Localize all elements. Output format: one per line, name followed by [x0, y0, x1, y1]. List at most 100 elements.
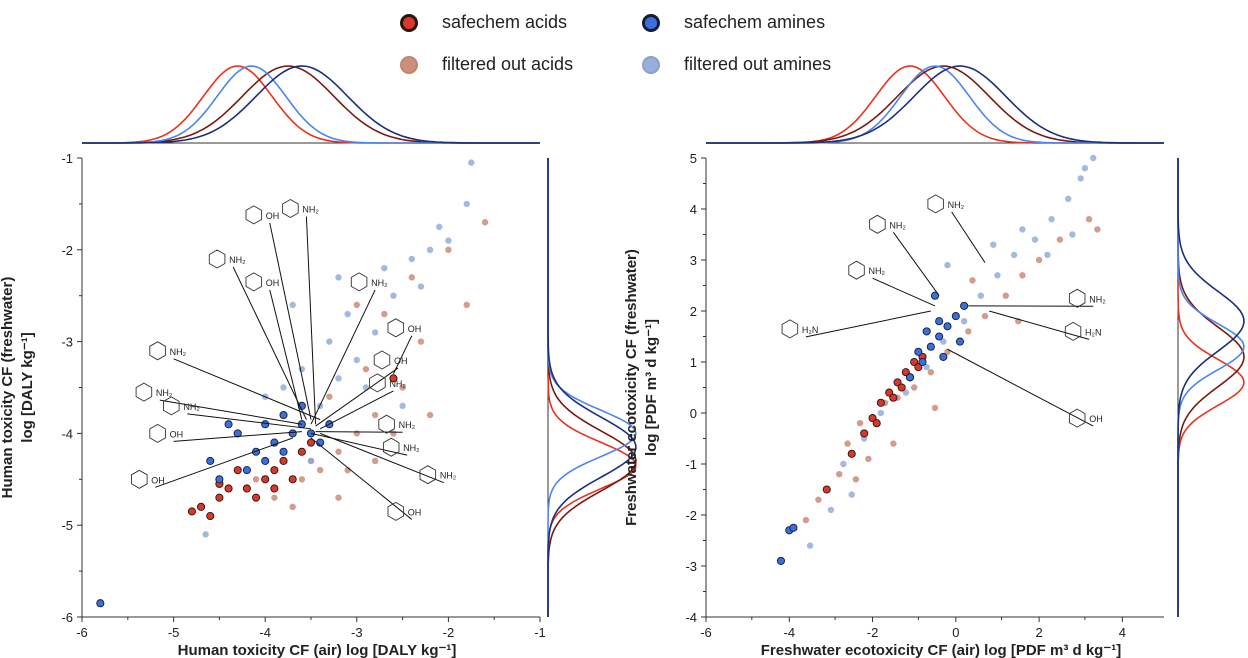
data-point-filtered-out-amines — [353, 356, 360, 364]
data-point-filtered-out-acids — [969, 277, 976, 284]
data-point-safechem-acids — [897, 383, 906, 392]
structure-ring — [208, 249, 226, 269]
legend-label: safechem acids — [442, 12, 568, 32]
structure-label: OH — [266, 211, 280, 221]
data-point-filtered-out-acids — [481, 219, 489, 226]
data-point-safechem-acids — [242, 484, 251, 493]
right-density-curve — [1177, 158, 1245, 617]
data-point-filtered-out-amines — [280, 384, 287, 391]
data-point-filtered-out-acids — [931, 404, 939, 412]
y-axis-label-line1: Human toxicity CF (freshwater) — [0, 277, 16, 499]
top-density-curve — [706, 65, 1164, 144]
data-point-safechem-amines — [288, 429, 297, 438]
data-point-filtered-out-acids — [463, 301, 470, 309]
structure-label: OH — [1089, 414, 1103, 424]
data-point-filtered-out-amines — [902, 389, 910, 396]
data-point-safechem-amines — [918, 357, 927, 367]
data-point-filtered-out-acids — [890, 440, 897, 447]
x-tick-label: -2 — [443, 625, 455, 640]
legend-marker — [400, 56, 418, 74]
data-point-safechem-acids — [847, 449, 856, 458]
structure-ring — [245, 272, 263, 292]
data-point-filtered-out-acids — [1035, 256, 1043, 264]
data-point-filtered-out-amines — [806, 542, 814, 549]
structure-ring — [149, 423, 166, 443]
data-point-safechem-amines — [215, 475, 224, 484]
data-point-safechem-amines — [951, 312, 960, 321]
y-tick-label: -2 — [61, 243, 73, 258]
structure-label: OH — [266, 278, 280, 288]
data-point-safechem-amines — [943, 322, 952, 331]
structure-label: NH₂ — [229, 255, 246, 265]
data-point-safechem-acids — [893, 378, 902, 387]
top-density-curve — [82, 65, 540, 144]
data-point-filtered-out-amines — [1077, 175, 1084, 182]
data-point-filtered-out-amines — [371, 329, 379, 336]
y-tick-label: -3 — [685, 559, 697, 574]
structure-label: H₂N — [802, 325, 819, 335]
data-point-filtered-out-amines — [344, 310, 351, 318]
data-point-filtered-out-amines — [362, 384, 370, 391]
data-point-safechem-acids — [215, 493, 224, 502]
top-density-curve — [82, 65, 540, 144]
data-point-filtered-out-acids — [981, 312, 989, 320]
data-point-safechem-acids — [270, 484, 279, 493]
structure-label: NH₂ — [889, 220, 906, 230]
y-tick-label: -3 — [61, 335, 73, 350]
data-point-filtered-out-amines — [1010, 251, 1018, 259]
data-point-filtered-out-acids — [335, 494, 342, 501]
annotation-arrow — [187, 413, 312, 430]
annotation-arrow — [310, 432, 408, 456]
annotation-arrow — [988, 310, 1090, 340]
data-point-filtered-out-acids — [426, 411, 434, 419]
data-point-filtered-out-acids — [289, 503, 296, 511]
annotation-arrow — [319, 390, 394, 430]
y-tick-label: 2 — [690, 304, 697, 319]
data-point-filtered-out-acids — [252, 476, 260, 483]
data-point-filtered-out-acids — [353, 301, 360, 309]
data-point-filtered-out-acids — [815, 496, 822, 503]
data-point-safechem-amines — [242, 466, 251, 475]
structure-ring — [135, 382, 153, 402]
data-point-filtered-out-amines — [326, 338, 333, 345]
data-point-safechem-amines — [926, 342, 935, 351]
data-point-safechem-acids — [233, 466, 242, 475]
structure-label: NH₂ — [156, 388, 173, 398]
data-point-filtered-out-acids — [1085, 216, 1093, 223]
right-density-curve — [547, 158, 637, 617]
data-point-filtered-out-amines — [1031, 236, 1039, 243]
annotation-arrow — [305, 216, 317, 425]
structure-ring — [1068, 288, 1086, 308]
data-point-filtered-out-amines — [426, 246, 434, 253]
structure-ring — [419, 465, 437, 485]
data-point-safechem-amines — [776, 556, 785, 565]
data-point-safechem-acids — [261, 475, 270, 484]
data-point-filtered-out-amines — [1019, 226, 1026, 233]
y-tick-label: -4 — [61, 426, 73, 441]
data-point-safechem-acids — [868, 414, 877, 423]
data-point-safechem-acids — [279, 456, 288, 465]
data-point-filtered-out-acids — [852, 476, 860, 483]
data-point-filtered-out-amines — [1044, 251, 1051, 259]
data-point-safechem-amines — [261, 420, 270, 429]
annotation-arrow — [392, 335, 413, 374]
data-point-filtered-out-amines — [289, 301, 296, 309]
top-density-curve — [82, 65, 540, 144]
structure-ring — [869, 214, 886, 234]
data-point-filtered-out-amines — [848, 491, 855, 498]
data-point-filtered-out-amines — [994, 272, 1001, 279]
structure-label: NH₂ — [183, 402, 200, 412]
data-point-safechem-acids — [889, 393, 898, 402]
data-point-filtered-out-acids — [399, 384, 406, 391]
data-point-filtered-out-amines — [335, 375, 342, 382]
data-point-filtered-out-amines — [381, 264, 388, 272]
data-point-safechem-acids — [197, 502, 206, 511]
data-point-safechem-acids — [389, 374, 398, 383]
data-point-filtered-out-amines — [1081, 165, 1089, 172]
structure-label: NH₂ — [389, 379, 406, 389]
data-point-filtered-out-amines — [1090, 154, 1097, 162]
structure-label: NH₂ — [440, 471, 457, 481]
data-point-safechem-acids — [187, 507, 196, 516]
structure-label: NH₂ — [1089, 294, 1106, 304]
